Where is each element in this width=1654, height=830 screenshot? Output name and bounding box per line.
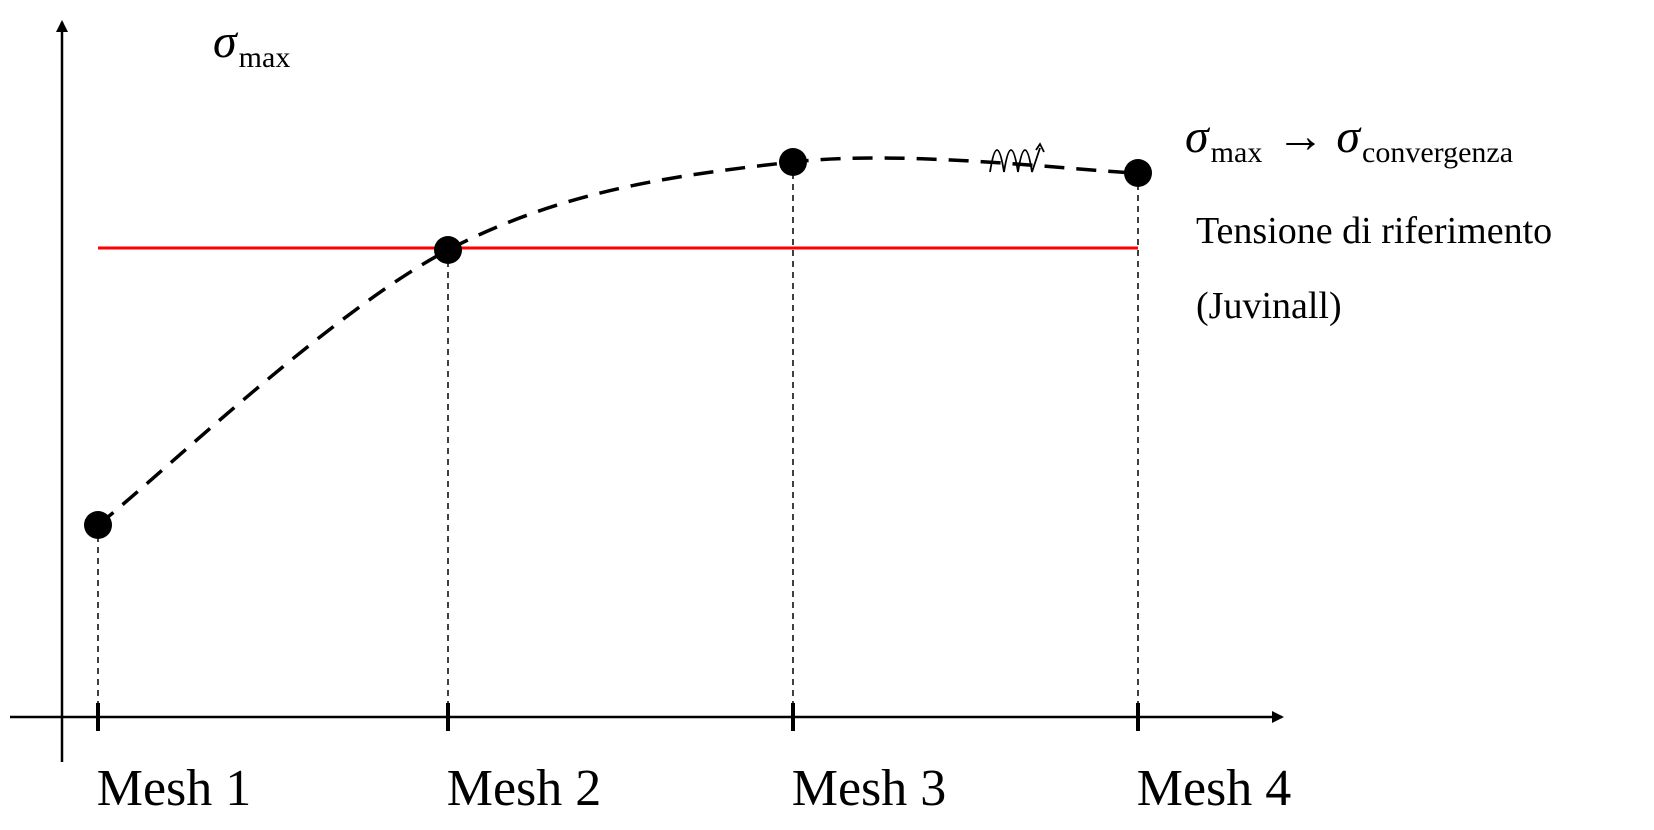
x-tick-label: Mesh 1 bbox=[97, 760, 252, 817]
data-point-3 bbox=[779, 148, 807, 176]
x-tick-label: Mesh 2 bbox=[447, 760, 602, 817]
data-point-4 bbox=[1124, 159, 1152, 187]
x-tick-label: Mesh 4 bbox=[1137, 760, 1292, 817]
drop-lines bbox=[97, 162, 1139, 717]
reference-line-label-source: (Juvinall) bbox=[1196, 285, 1342, 327]
y-axis-label: σmax bbox=[213, 15, 290, 74]
x-tick-labels: Mesh 1 Mesh 2 Mesh 3 Mesh 4 bbox=[97, 760, 1292, 817]
data-point-1 bbox=[84, 511, 112, 539]
convergence-label: σmax → σconvergenza bbox=[1185, 110, 1513, 169]
x-tick-label: Mesh 3 bbox=[792, 760, 947, 817]
x-ticks bbox=[96, 703, 1140, 731]
reference-line-label: Tensione di riferimento bbox=[1196, 210, 1552, 252]
data-points bbox=[84, 148, 1152, 539]
scribble-mark bbox=[989, 142, 1045, 173]
data-point-2 bbox=[434, 236, 462, 264]
series-curve bbox=[96, 156, 1139, 527]
